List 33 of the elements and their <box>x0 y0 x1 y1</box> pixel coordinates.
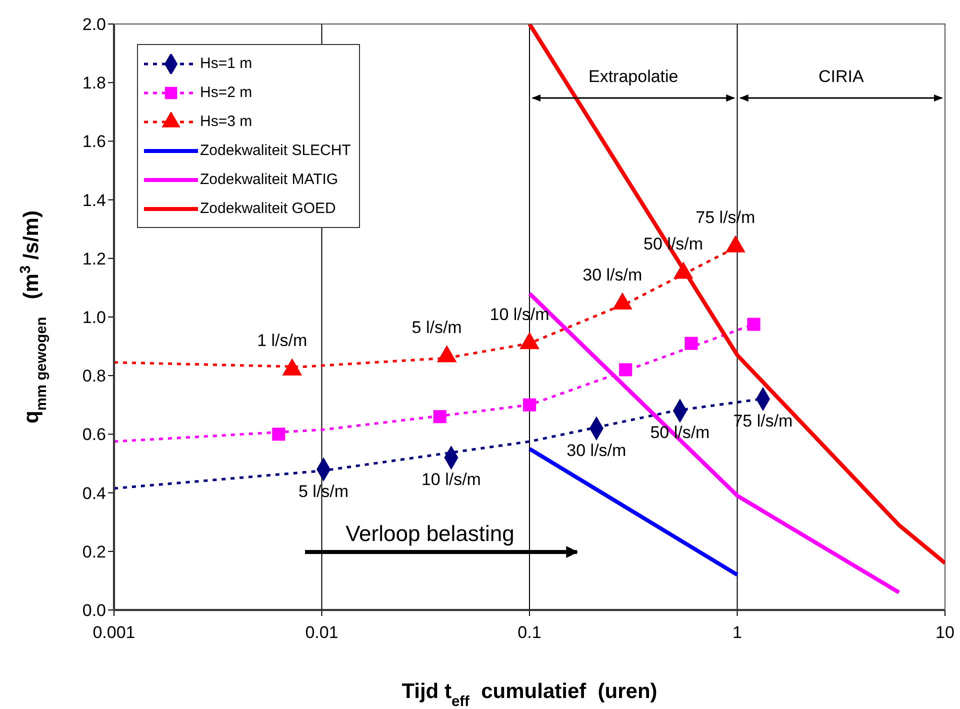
x-axis-title: Tijd t$_{eff}$ cumulatief (uren) <box>402 680 658 709</box>
x-tick-label: 0.1 <box>518 623 542 642</box>
annotation: Extrapolatie <box>588 67 678 86</box>
annotation: CIRIA <box>818 67 864 86</box>
x-tick-label: 0.001 <box>92 623 136 642</box>
y-tick-label: 0.8 <box>82 366 106 386</box>
y-tick-label: 0.4 <box>82 484 106 503</box>
annotation: 30 l/s/m <box>582 265 642 284</box>
y-tick-label: 0.6 <box>82 425 106 444</box>
y-tick-label: 0.0 <box>82 601 106 620</box>
legend-label: Hs=2 m <box>200 84 252 101</box>
x-tick-label: 1 <box>732 623 742 642</box>
x-tick-label: 0.01 <box>305 623 338 642</box>
annotation: 30 l/s/m <box>566 440 626 460</box>
legend-label: Zodekwaliteit GOED <box>200 200 336 217</box>
annotation: 10 l/s/m <box>421 470 481 490</box>
y-tick-label: 2.0 <box>82 15 106 34</box>
y-tick-label: 1.0 <box>82 308 106 328</box>
legend-label: Zodekwaliteit MATIG <box>200 171 338 188</box>
annotation: 5 l/s/m <box>412 318 462 338</box>
y-tick-label: 1.2 <box>82 249 106 268</box>
y-tick-label: 0.2 <box>82 542 106 562</box>
y-tick-label: 1.4 <box>82 190 106 210</box>
legend-label: Hs=3 m <box>200 113 252 130</box>
y-tick-label: 1.6 <box>82 132 106 152</box>
annotation: 50 l/s/m <box>644 234 704 254</box>
legend-label: Zodekwaliteit SLECHT <box>200 142 351 159</box>
x-tick-label: 10 <box>936 623 954 642</box>
annotation: 1 l/s/m <box>257 331 308 350</box>
annotation: 50 l/s/m <box>650 423 710 442</box>
annotation: Verloop belasting <box>346 521 514 546</box>
legend-label: Hs=1 m <box>200 55 252 72</box>
y-tick-label: 1.8 <box>82 74 106 93</box>
